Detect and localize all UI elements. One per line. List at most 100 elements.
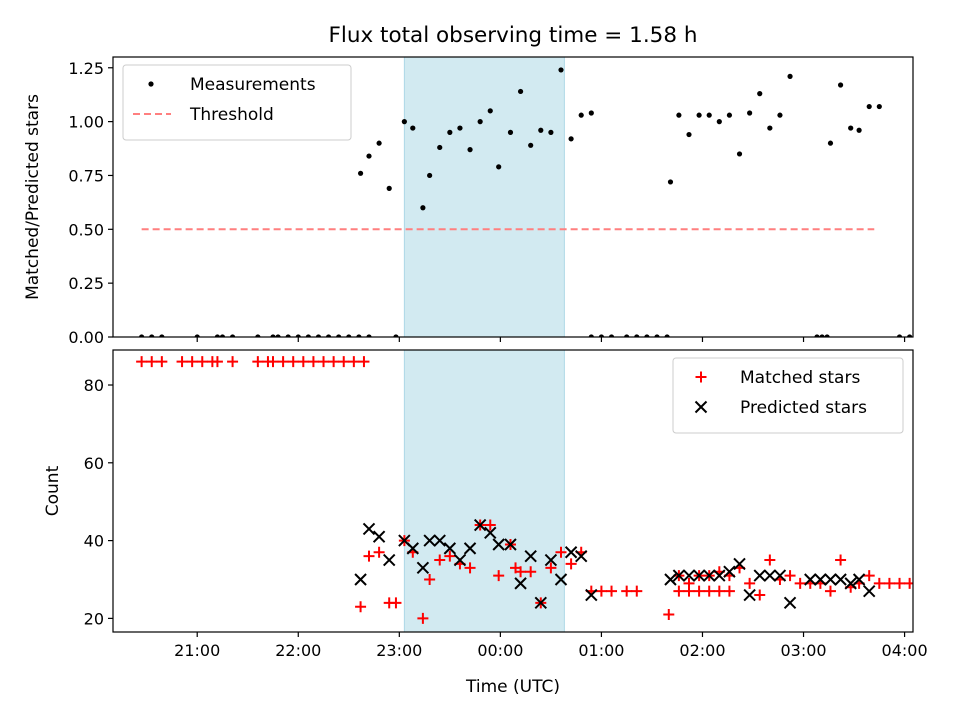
measurements-point (420, 205, 426, 211)
measurements-point (336, 334, 342, 337)
legend: Measurements Threshold (122, 64, 352, 141)
measurements-point (568, 136, 574, 142)
matched-stars-point (267, 356, 279, 368)
x-tick-label: 23:00 (376, 641, 422, 660)
predicted-stars-point (672, 569, 686, 582)
measurements-point (907, 334, 913, 337)
legend-matched-stars-label: Matched stars (740, 368, 860, 388)
measurements-point (517, 88, 524, 95)
measurements-point (376, 140, 382, 146)
matched-stars-point (863, 570, 875, 582)
matched-stars-point (211, 356, 223, 368)
predicted-stars-point (554, 573, 568, 586)
measurements-point (325, 334, 332, 337)
y-tick-label: 1.00 (68, 113, 104, 132)
matched-stars-point (835, 554, 847, 566)
measurements-point (447, 129, 453, 135)
matched-stars-point (417, 612, 429, 624)
measurements-point (876, 103, 882, 110)
matched-stars-point (784, 570, 796, 582)
matched-stars-point (606, 585, 618, 597)
legend-measurements-swatch (148, 81, 154, 87)
y-tick-label: 1.25 (68, 59, 104, 78)
axes-frame (112, 349, 914, 633)
predicted-stars-point (473, 518, 487, 532)
predicted-stars-point (753, 569, 766, 582)
measurements-point (487, 108, 493, 114)
measurements-point (437, 144, 443, 151)
measurements-point (588, 110, 594, 116)
predicted-stars-point (713, 569, 726, 582)
matched-stars-point (390, 597, 402, 609)
matched-stars-point (484, 519, 496, 531)
matched-stars-point (328, 356, 340, 368)
predicted-stars-point (585, 588, 598, 602)
y-tick-label: 0.25 (68, 274, 104, 293)
x-tick-label: 04:00 (882, 641, 928, 660)
measurements-point (229, 334, 236, 337)
predicted-stars-point (383, 553, 396, 567)
measurements-point (427, 172, 433, 179)
measurements-point (706, 112, 712, 118)
measurements-point (219, 334, 226, 337)
legend: Matched stars Predicted stars (672, 357, 904, 434)
plot-area (139, 67, 922, 339)
predicted-stars-point (723, 565, 736, 578)
measurements-point (757, 91, 763, 97)
measurements-point (496, 164, 502, 170)
measurements-point (917, 334, 922, 339)
predicted-stars-point (534, 596, 547, 610)
predicted-stars-point (492, 538, 505, 551)
predicted-stars-point (484, 526, 497, 540)
predicted-stars-point (682, 569, 696, 582)
predicted-stars-point (416, 561, 430, 575)
y-tick-label: 0.00 (68, 328, 104, 347)
predicted-stars-point (844, 577, 857, 590)
matched-stars-point (146, 356, 158, 368)
matched-stars-point (186, 356, 198, 368)
predicted-stars-point (692, 569, 706, 582)
predicted-stars-point (664, 573, 677, 586)
measurements-point (357, 170, 364, 176)
legend-measurements-label: Measurements (190, 75, 316, 95)
measurements-point (548, 129, 554, 135)
predicted-stars-point (575, 549, 588, 563)
measurements-point (856, 127, 862, 133)
matched-stars-point (754, 589, 766, 601)
measurements-point (366, 334, 372, 337)
matched-stars-point (723, 585, 735, 597)
measurements-point (767, 125, 773, 131)
matched-stars-point (318, 356, 330, 368)
measurements-point (624, 334, 630, 337)
x-tick-label: 03:00 (780, 641, 826, 660)
measurements-point (686, 131, 692, 138)
measurements-point (866, 103, 872, 110)
predicted-stars-point (514, 577, 527, 590)
measurements-point (667, 179, 674, 185)
observing-interval-band (403, 349, 565, 633)
matched-stars-point (196, 356, 208, 368)
measurements-point (747, 110, 753, 116)
predicted-stars-point (433, 534, 446, 547)
measurements-point (824, 334, 830, 337)
matched-stars-point (434, 554, 446, 566)
predicted-stars-point (814, 573, 827, 586)
matched-stars-point (373, 546, 385, 558)
measurements-point (777, 112, 783, 118)
measurements-point (896, 334, 903, 337)
matched-stars-point (693, 585, 705, 597)
measurements-point (654, 334, 660, 337)
matched-stars-point (794, 577, 806, 589)
measurements-point (848, 125, 854, 131)
matched-stars-point (565, 558, 577, 570)
matched-stars-point (744, 577, 756, 589)
matched-stars-point (824, 585, 836, 597)
matched-stars-point (444, 550, 456, 562)
measurements-point (295, 334, 301, 337)
plot-area (136, 356, 913, 624)
predicted-stars-point (773, 569, 787, 582)
measurements-point (644, 334, 650, 337)
predicted-stars-point (834, 573, 847, 586)
measurements-point (270, 334, 276, 337)
y-tick-label: 80 (84, 376, 104, 395)
